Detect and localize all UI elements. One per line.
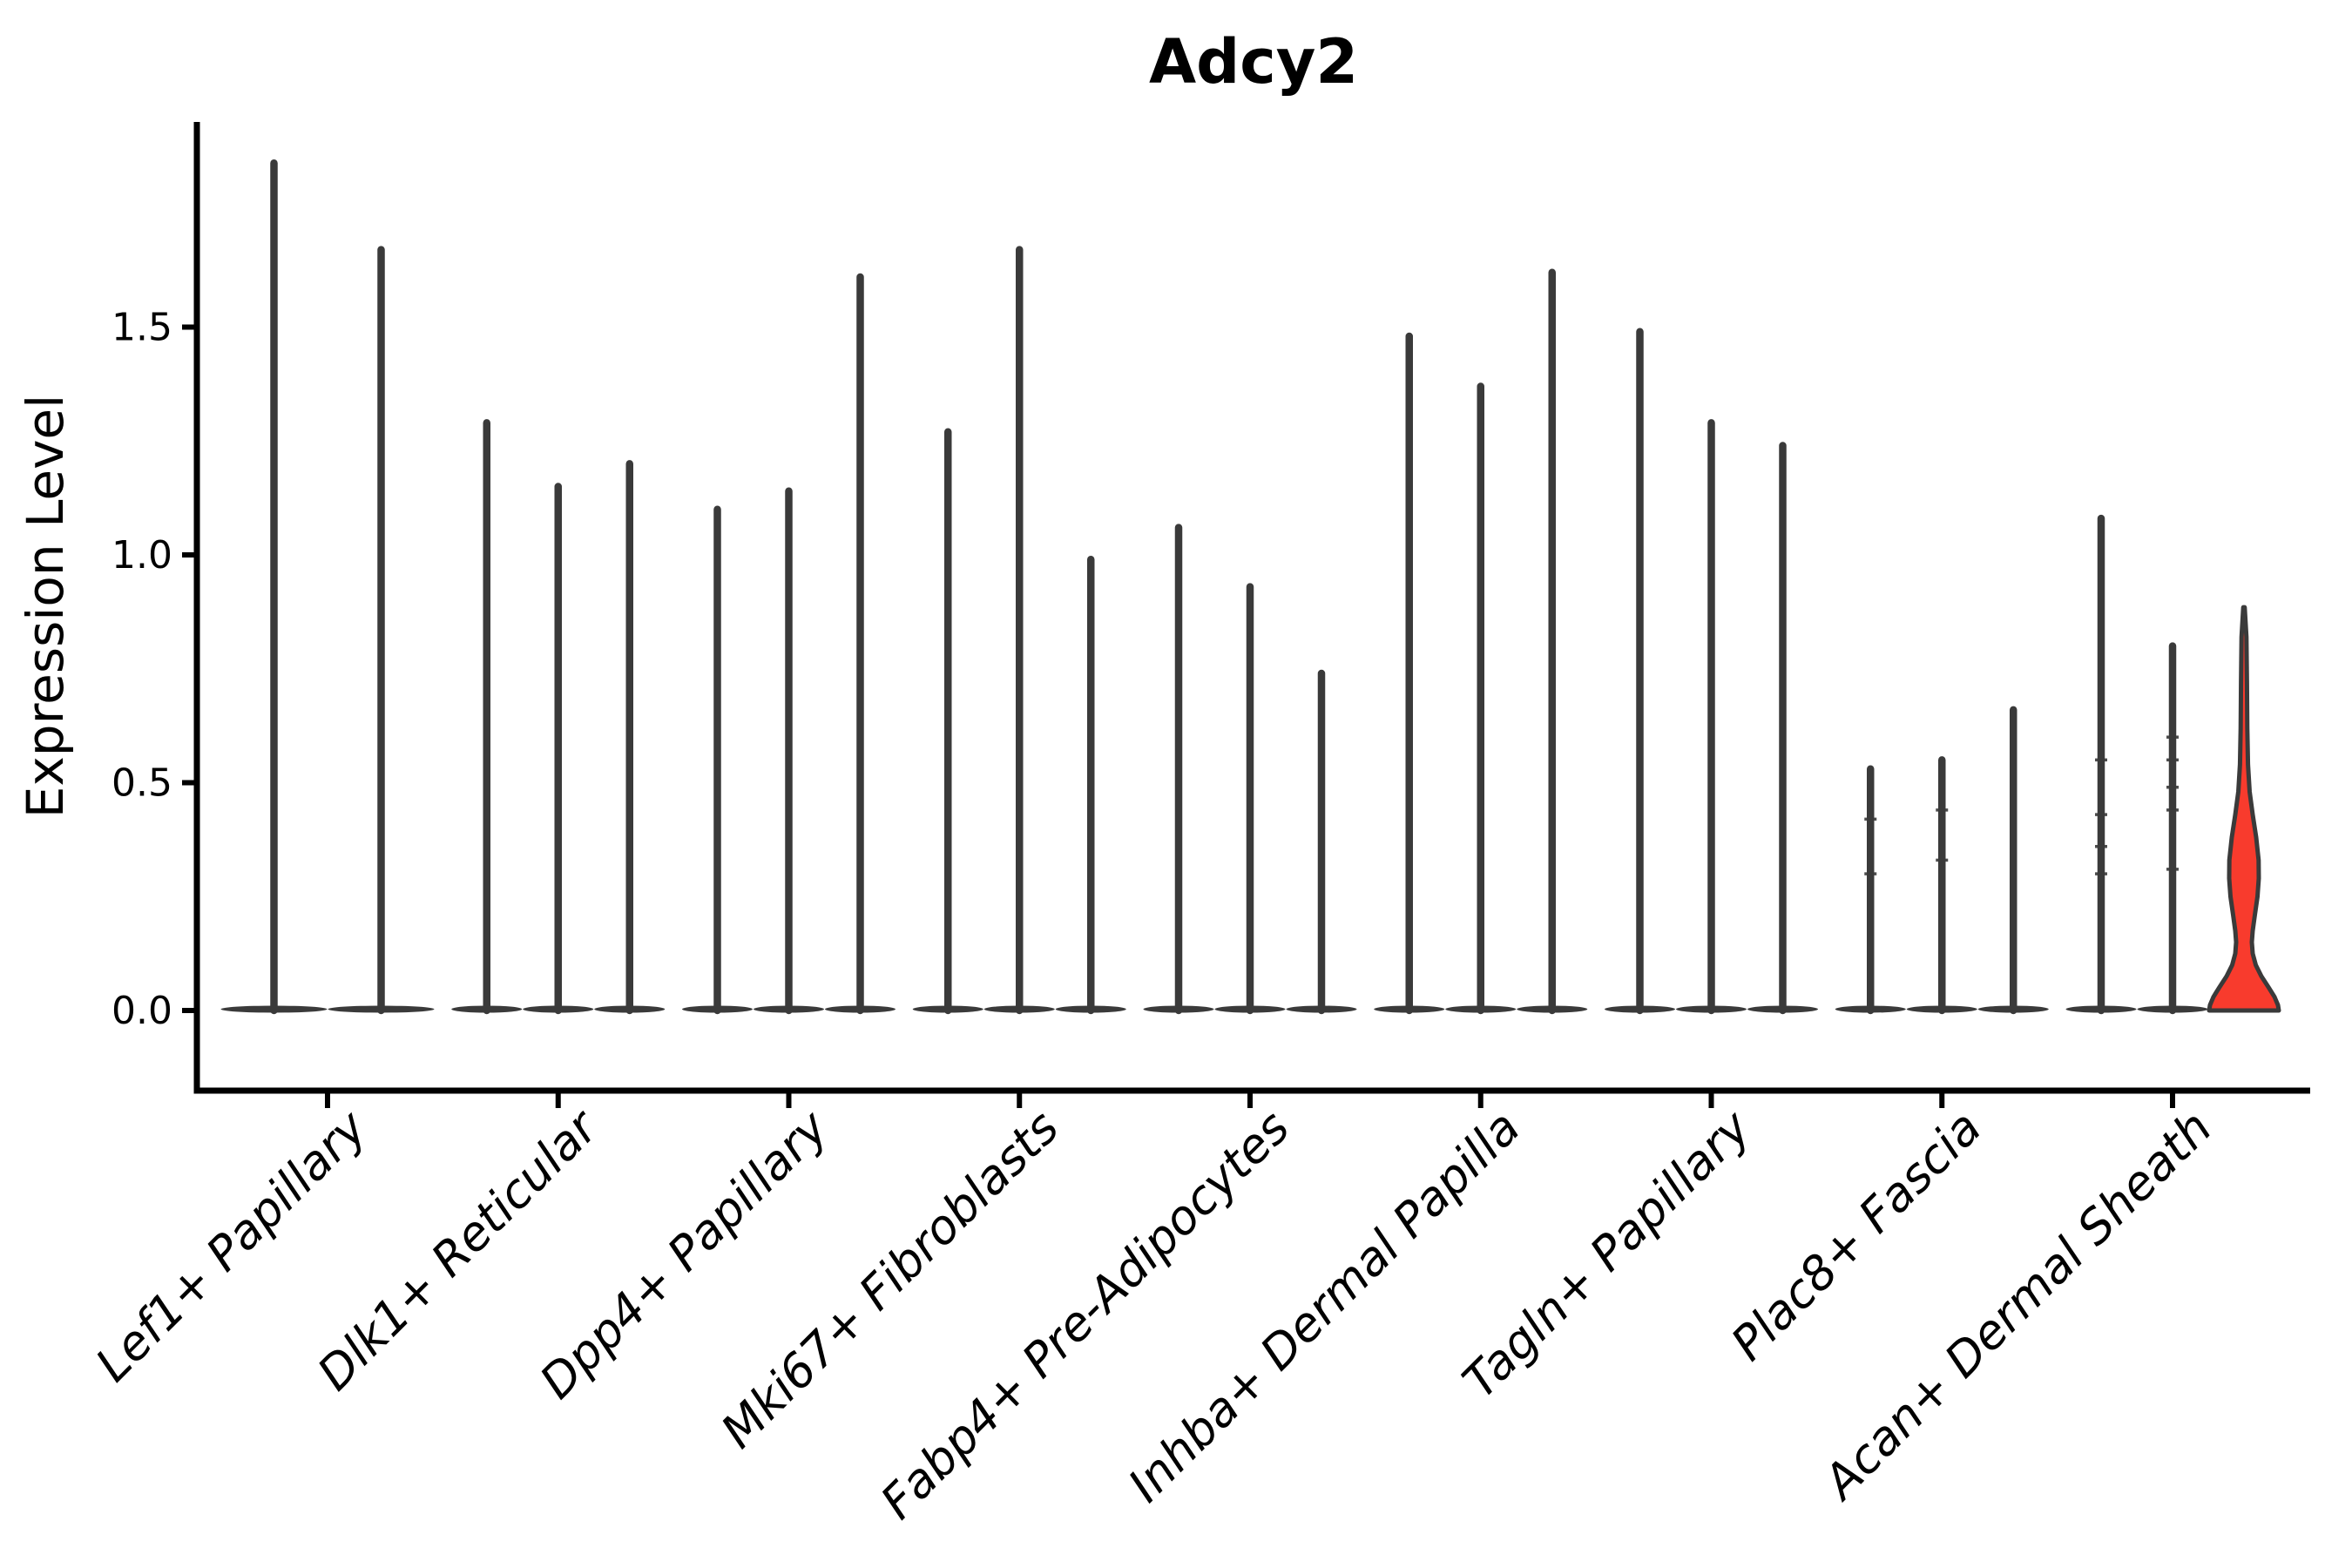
y-tick-label: 0.0: [112, 989, 172, 1033]
x-tick-label: Plac8+ Fascia: [1720, 1100, 1991, 1371]
y-axis-label: Expression Level: [16, 395, 75, 818]
y-tick-label: 1.0: [112, 533, 172, 578]
x-tick-label: Fabp4+ Pre-Adipocytes: [870, 1100, 1300, 1530]
chart-title: Adcy2: [1149, 26, 1358, 98]
axes: [182, 122, 2310, 1108]
y-tick-label: 0.5: [112, 761, 172, 806]
y-tick-label: 1.5: [112, 306, 172, 350]
violins: [220, 159, 2281, 1015]
violin-highlighted: [2207, 605, 2281, 1013]
x-tick-label: Inhba+ Dermal Papilla: [1118, 1100, 1531, 1513]
x-tick-label: Acan+ Dermal Sheath: [1811, 1100, 2222, 1511]
